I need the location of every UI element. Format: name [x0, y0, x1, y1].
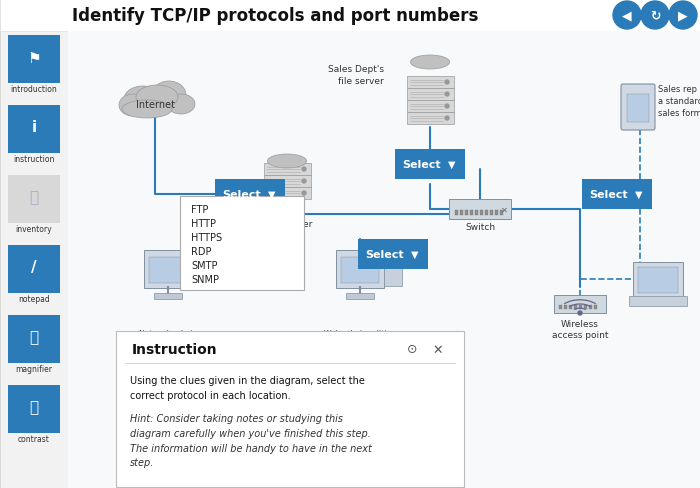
FancyBboxPatch shape	[407, 89, 454, 101]
Text: /: /	[32, 260, 37, 275]
Ellipse shape	[152, 82, 186, 110]
FancyBboxPatch shape	[455, 210, 458, 216]
Text: ✕: ✕	[500, 205, 508, 214]
FancyBboxPatch shape	[341, 258, 379, 284]
Text: on the web server: on the web server	[326, 350, 395, 359]
Circle shape	[445, 93, 449, 97]
Ellipse shape	[267, 155, 307, 169]
FancyBboxPatch shape	[215, 180, 285, 209]
Text: ▶: ▶	[678, 9, 688, 22]
FancyBboxPatch shape	[8, 176, 60, 224]
Text: Identify TCP/IP protocols and port numbers: Identify TCP/IP protocols and port numbe…	[72, 7, 478, 25]
FancyBboxPatch shape	[559, 305, 562, 309]
Text: FTP: FTP	[191, 204, 209, 215]
Text: Switch: Switch	[465, 223, 495, 232]
FancyBboxPatch shape	[589, 305, 592, 309]
FancyBboxPatch shape	[465, 210, 468, 216]
Text: ⌕: ⌕	[29, 330, 38, 345]
FancyBboxPatch shape	[638, 267, 678, 293]
FancyBboxPatch shape	[263, 176, 311, 187]
Text: 👓: 👓	[29, 400, 38, 415]
Ellipse shape	[167, 95, 195, 115]
Circle shape	[613, 2, 641, 30]
FancyBboxPatch shape	[449, 200, 511, 220]
Text: monitoring network: monitoring network	[130, 340, 206, 349]
Text: access point: access point	[552, 331, 608, 340]
Text: ⚑: ⚑	[27, 50, 41, 65]
Text: contrast: contrast	[18, 435, 50, 444]
Ellipse shape	[119, 95, 147, 117]
Text: Select: Select	[402, 160, 441, 170]
Text: Select: Select	[589, 190, 629, 200]
Text: a standard: a standard	[658, 97, 700, 106]
Text: Network admin: Network admin	[139, 330, 197, 339]
Circle shape	[641, 2, 669, 30]
Ellipse shape	[136, 86, 178, 110]
FancyBboxPatch shape	[629, 296, 687, 306]
Text: Web admin editing: Web admin editing	[324, 330, 396, 339]
FancyBboxPatch shape	[8, 36, 60, 84]
FancyBboxPatch shape	[395, 150, 465, 180]
FancyBboxPatch shape	[407, 77, 454, 89]
FancyBboxPatch shape	[621, 85, 655, 131]
Text: Internet: Internet	[136, 100, 174, 110]
FancyBboxPatch shape	[149, 258, 187, 284]
Text: ▼: ▼	[448, 160, 456, 170]
FancyBboxPatch shape	[144, 250, 192, 288]
FancyBboxPatch shape	[116, 331, 464, 487]
Text: Sales Dept's: Sales Dept's	[328, 65, 384, 74]
Text: Select: Select	[223, 190, 261, 200]
FancyBboxPatch shape	[407, 113, 454, 125]
FancyBboxPatch shape	[154, 293, 182, 299]
Text: Select: Select	[365, 249, 405, 260]
FancyBboxPatch shape	[460, 210, 463, 216]
Text: SMTP: SMTP	[191, 261, 218, 270]
FancyBboxPatch shape	[584, 305, 587, 309]
FancyBboxPatch shape	[579, 305, 582, 309]
Text: Web server: Web server	[261, 220, 313, 229]
Ellipse shape	[410, 56, 449, 70]
FancyBboxPatch shape	[0, 0, 68, 488]
Text: ◀: ◀	[622, 9, 632, 22]
Text: ▼: ▼	[412, 249, 419, 260]
FancyBboxPatch shape	[8, 315, 60, 363]
FancyBboxPatch shape	[192, 254, 210, 286]
FancyBboxPatch shape	[8, 385, 60, 433]
FancyBboxPatch shape	[574, 305, 577, 309]
FancyBboxPatch shape	[633, 263, 683, 298]
FancyBboxPatch shape	[564, 305, 567, 309]
Text: magnifier: magnifier	[15, 365, 52, 374]
Text: Sales rep accessing: Sales rep accessing	[658, 85, 700, 94]
Text: device functions: device functions	[136, 350, 199, 359]
FancyBboxPatch shape	[346, 293, 374, 299]
Ellipse shape	[124, 87, 162, 113]
FancyBboxPatch shape	[500, 210, 503, 216]
Text: 🖥: 🖥	[29, 190, 38, 205]
FancyBboxPatch shape	[627, 95, 649, 123]
FancyBboxPatch shape	[8, 245, 60, 293]
Circle shape	[302, 180, 306, 183]
Circle shape	[302, 168, 306, 172]
FancyBboxPatch shape	[180, 197, 304, 290]
Text: Wireless: Wireless	[561, 320, 599, 329]
FancyBboxPatch shape	[8, 106, 60, 154]
FancyBboxPatch shape	[582, 180, 652, 209]
Circle shape	[445, 117, 449, 121]
FancyBboxPatch shape	[0, 0, 700, 32]
Text: ✕: ✕	[433, 343, 443, 356]
Text: a website hosted: a website hosted	[328, 340, 393, 349]
FancyBboxPatch shape	[569, 305, 572, 309]
Text: ▼: ▼	[268, 190, 276, 200]
Text: RDP: RDP	[191, 246, 211, 257]
FancyBboxPatch shape	[336, 250, 384, 288]
Text: i: i	[32, 120, 36, 135]
FancyBboxPatch shape	[407, 101, 454, 113]
Text: SNMP: SNMP	[191, 274, 219, 285]
Circle shape	[445, 81, 449, 85]
FancyBboxPatch shape	[384, 254, 402, 286]
Text: HTTP: HTTP	[191, 219, 216, 228]
FancyBboxPatch shape	[490, 210, 493, 216]
Text: HTTPS: HTTPS	[191, 232, 222, 243]
FancyBboxPatch shape	[263, 163, 311, 176]
